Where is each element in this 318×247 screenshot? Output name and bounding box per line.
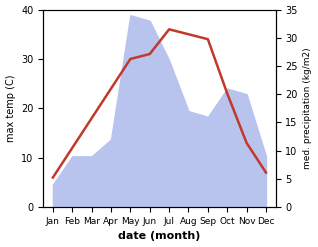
X-axis label: date (month): date (month) (118, 231, 201, 242)
Y-axis label: med. precipitation (kg/m2): med. precipitation (kg/m2) (303, 48, 313, 169)
Y-axis label: max temp (C): max temp (C) (5, 75, 16, 142)
